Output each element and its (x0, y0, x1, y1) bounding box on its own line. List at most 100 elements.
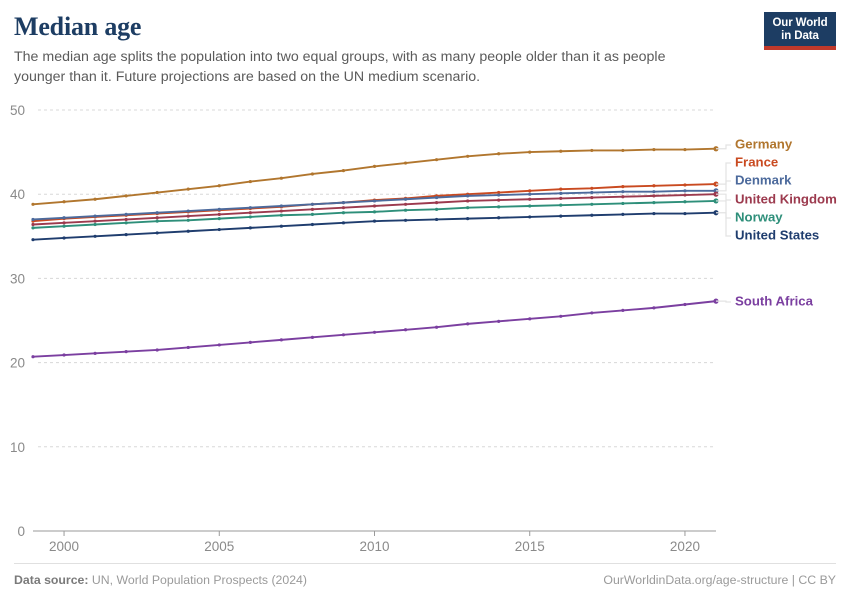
data-point[interactable] (62, 236, 66, 240)
data-point[interactable] (62, 221, 66, 225)
data-point[interactable] (186, 209, 190, 213)
data-point[interactable] (62, 353, 66, 357)
attribution-link[interactable]: OurWorldinData.org/age-structure | CC BY (603, 573, 836, 587)
data-point[interactable] (403, 202, 408, 206)
data-point[interactable] (466, 154, 470, 158)
data-point[interactable] (683, 200, 687, 204)
data-point[interactable] (497, 216, 501, 220)
series-line-united-states[interactable] (32, 211, 717, 241)
series-line-germany[interactable] (32, 147, 717, 206)
data-point[interactable] (372, 219, 377, 223)
data-point[interactable] (497, 319, 501, 323)
data-point[interactable] (497, 193, 501, 197)
data-point[interactable] (434, 217, 439, 222)
data-point[interactable] (528, 215, 532, 219)
data-point[interactable] (528, 192, 532, 196)
data-point[interactable] (217, 227, 221, 232)
data-point[interactable] (124, 212, 128, 217)
data-point[interactable] (248, 226, 252, 230)
data-point[interactable] (372, 204, 377, 208)
data-point[interactable] (590, 213, 594, 217)
data-point[interactable] (93, 234, 97, 238)
data-point[interactable] (403, 197, 408, 201)
data-point[interactable] (528, 189, 532, 193)
legend-label-united-kingdom[interactable]: United Kingdom (735, 191, 837, 206)
data-point[interactable] (434, 325, 439, 329)
data-point[interactable] (466, 217, 470, 221)
data-point[interactable] (434, 207, 439, 211)
data-point[interactable] (186, 229, 190, 233)
data-point[interactable] (310, 207, 315, 211)
data-point[interactable] (497, 152, 501, 156)
data-point[interactable] (341, 201, 346, 205)
data-point[interactable] (559, 187, 563, 191)
data-point[interactable] (372, 199, 377, 203)
data-point[interactable] (124, 350, 128, 354)
legend-label-germany[interactable]: Germany (735, 136, 793, 151)
data-point[interactable] (497, 205, 501, 209)
data-point[interactable] (279, 224, 283, 228)
data-point[interactable] (217, 212, 221, 217)
data-point[interactable] (403, 328, 408, 332)
data-point[interactable] (248, 206, 252, 210)
data-point[interactable] (248, 340, 252, 344)
data-point[interactable] (124, 221, 128, 225)
data-point[interactable] (155, 190, 159, 195)
data-point[interactable] (621, 201, 625, 206)
data-point[interactable] (652, 211, 656, 216)
data-point[interactable] (217, 184, 221, 188)
data-point[interactable] (186, 345, 190, 350)
data-point[interactable] (248, 215, 252, 219)
data-point[interactable] (31, 355, 35, 359)
data-point[interactable] (559, 149, 563, 153)
legend-label-norway[interactable]: Norway (735, 209, 783, 224)
data-point[interactable] (652, 190, 656, 194)
data-point[interactable] (590, 186, 594, 190)
data-point[interactable] (434, 201, 439, 205)
data-point[interactable] (621, 190, 625, 194)
data-point[interactable] (341, 211, 346, 215)
data-point[interactable] (155, 219, 159, 223)
data-point[interactable] (652, 194, 656, 198)
data-point[interactable] (590, 190, 594, 195)
data-point[interactable] (403, 208, 408, 212)
data-point[interactable] (186, 187, 190, 191)
data-point[interactable] (590, 202, 594, 206)
data-point[interactable] (310, 222, 315, 227)
data-point[interactable] (155, 216, 159, 220)
data-point[interactable] (528, 204, 532, 208)
data-point[interactable] (155, 231, 159, 235)
data-point[interactable] (559, 314, 563, 318)
data-point[interactable] (279, 338, 283, 342)
data-point[interactable] (62, 216, 66, 220)
data-point[interactable] (372, 330, 377, 334)
data-point[interactable] (683, 147, 687, 152)
data-point[interactable] (155, 211, 159, 215)
data-point[interactable] (652, 147, 656, 152)
data-point[interactable] (497, 198, 501, 202)
data-point[interactable] (310, 212, 315, 217)
data-point[interactable] (403, 218, 408, 222)
data-point[interactable] (31, 222, 35, 227)
data-point[interactable] (248, 211, 252, 215)
legend-label-south-africa[interactable]: South Africa (735, 293, 814, 308)
data-point[interactable] (217, 343, 221, 347)
data-point[interactable] (186, 214, 190, 218)
data-point[interactable] (497, 190, 501, 195)
data-point[interactable] (310, 335, 315, 339)
data-point[interactable] (93, 222, 97, 227)
data-point[interactable] (683, 189, 687, 193)
data-point[interactable] (124, 194, 128, 198)
data-point[interactable] (248, 179, 252, 184)
data-point[interactable] (403, 161, 408, 165)
data-point[interactable] (93, 219, 97, 223)
data-point[interactable] (93, 214, 97, 218)
data-point[interactable] (528, 197, 532, 201)
data-point[interactable] (155, 348, 159, 352)
data-point[interactable] (683, 193, 687, 197)
data-point[interactable] (434, 195, 439, 200)
data-point[interactable] (124, 217, 128, 222)
data-point[interactable] (341, 333, 346, 337)
data-point[interactable] (372, 210, 377, 214)
data-point[interactable] (652, 201, 656, 205)
